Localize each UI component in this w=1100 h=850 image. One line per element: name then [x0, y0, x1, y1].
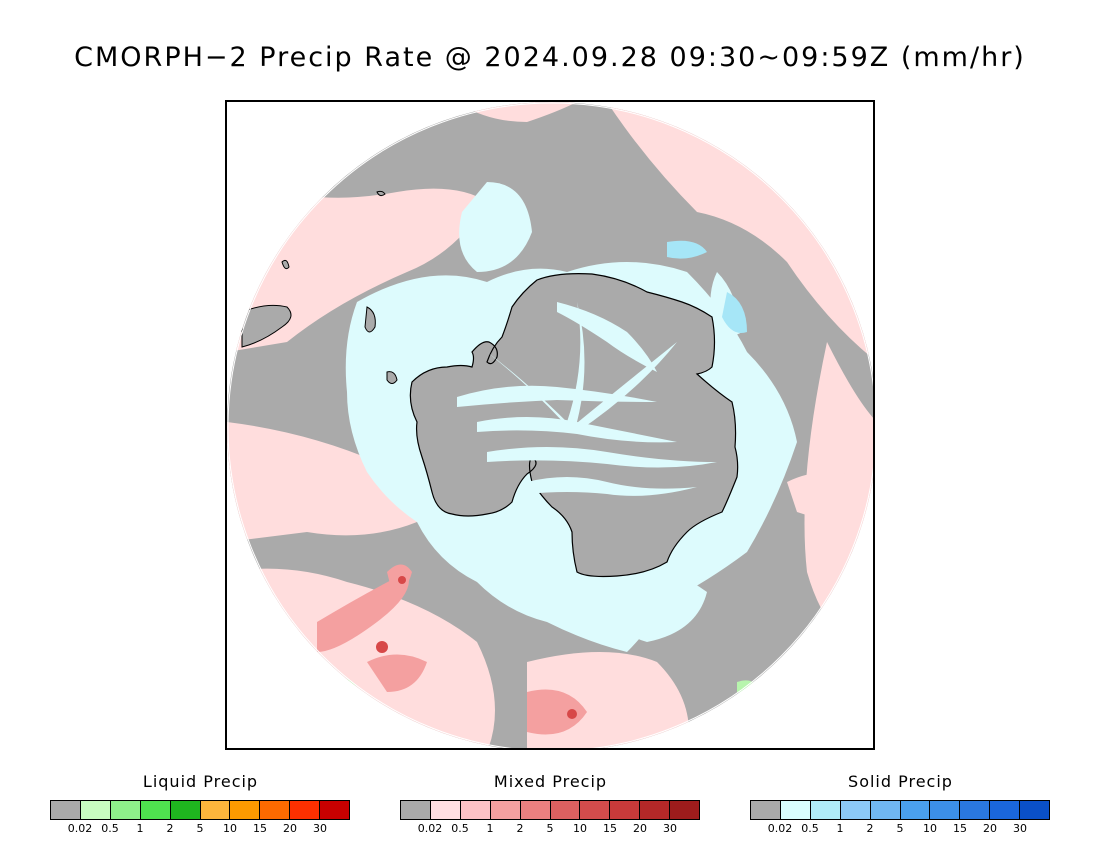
legend-tick-label: 10: [573, 822, 587, 835]
legend-swatch: [51, 801, 81, 819]
legend-title: Solid Precip: [848, 772, 953, 791]
legend-tick-label: 1: [136, 822, 144, 835]
legend-swatch: [550, 801, 581, 819]
legend-color-bar: [400, 800, 700, 820]
legend-ticks: 0.02 0.5 1 2 5 10 15 20 30: [50, 822, 350, 836]
legend-tick-label: 5: [546, 822, 554, 835]
legend-tick-label: 20: [283, 822, 297, 835]
disk-edge: [227, 102, 873, 748]
south-america-tip: [241, 304, 292, 348]
legend-swatch: [810, 801, 841, 819]
solid-precip-legend: Solid Precip 0.02 0.5 1 2 5 10 15 20 30: [750, 772, 1051, 842]
legend-tick-label: 10: [923, 822, 937, 835]
legend-swatch: [580, 801, 611, 819]
solid-precip-moderate-regions: [667, 240, 747, 333]
legend-tick-label: 0.02: [67, 822, 93, 835]
legend-tick-label: 20: [633, 822, 647, 835]
legend-swatch: [490, 801, 521, 819]
map-title: CMORPH−2 Precip Rate @ 2024.09.28 09:30~…: [74, 42, 1026, 73]
legend-swatch: [900, 801, 931, 819]
legend-swatch: [751, 801, 781, 819]
legend-swatch: [460, 801, 491, 819]
liquid-precip-legend: Liquid Precip 0.02 0.5 1 2 5 10 15 20 30: [50, 772, 351, 842]
coastline-islands: [241, 190, 398, 384]
legend-swatch: [780, 801, 811, 819]
legend-tick-label: 15: [953, 822, 967, 835]
legend-tick-label: 10: [223, 822, 237, 835]
precip-map: [225, 100, 875, 750]
island: [386, 371, 398, 384]
legend-tick-label: 0.5: [101, 822, 119, 835]
legend-swatch: [170, 801, 201, 819]
legend-swatch: [930, 801, 961, 819]
polar-precip-map: [227, 102, 873, 748]
legend-swatch: [640, 801, 671, 819]
legend-swatch: [870, 801, 901, 819]
legend-swatch: [230, 801, 261, 819]
legend-tick-label: 30: [1013, 822, 1027, 835]
legend-swatch: [401, 801, 431, 819]
legend-swatch: [840, 801, 871, 819]
legend-color-bar: [750, 800, 1050, 820]
legend-swatch: [430, 801, 461, 819]
legend-tick-label: 5: [896, 822, 904, 835]
legend-tick-label: 15: [603, 822, 617, 835]
legend-tick-label: 0.02: [417, 822, 443, 835]
legend-swatch: [110, 801, 141, 819]
legend-tick-label: 0.5: [801, 822, 819, 835]
legend-swatch: [960, 801, 991, 819]
legend-tick-label: 2: [166, 822, 174, 835]
legend-title: Mixed Precip: [493, 772, 608, 791]
legend-tick-label: 1: [836, 822, 844, 835]
legend-swatch: [610, 801, 641, 819]
legend-swatch: [80, 801, 111, 819]
legend-swatch: [1020, 801, 1050, 819]
legend-tick-label: 0.5: [451, 822, 469, 835]
antarctica-solid-precip-streaks: [457, 302, 717, 496]
island: [376, 190, 386, 197]
legend-swatch: [990, 801, 1021, 819]
legend-swatch: [260, 801, 291, 819]
legend-swatch: [320, 801, 350, 819]
map-disk: [227, 102, 873, 748]
island: [364, 306, 376, 333]
legend-tick-label: 1: [486, 822, 494, 835]
legend-tick-label: 0.02: [767, 822, 793, 835]
legend-ticks: 0.02 0.5 1 2 5 10 15 20 30: [750, 822, 1050, 836]
legend-tick-label: 15: [253, 822, 267, 835]
legend-tick-label: 30: [313, 822, 327, 835]
mixed-precip-heavy-spots: [376, 576, 577, 719]
legend-tick-label: 5: [196, 822, 204, 835]
antarctica-landmass: [409, 273, 739, 578]
legend-tick-label: 30: [663, 822, 677, 835]
legend-swatch: [670, 801, 700, 819]
legend-swatch: [200, 801, 231, 819]
mixed-precip-legend: Mixed Precip 0.02 0.5 1 2 5 10 15 20 30: [400, 772, 701, 842]
legend-swatch: [290, 801, 321, 819]
legend-ticks: 0.02 0.5 1 2 5 10 15 20 30: [400, 822, 700, 836]
legend-swatch: [140, 801, 171, 819]
legend-tick-label: 2: [866, 822, 874, 835]
legend-title: Liquid Precip: [142, 772, 259, 791]
island: [281, 259, 290, 270]
legend-tick-label: 20: [983, 822, 997, 835]
legend-swatch: [520, 801, 551, 819]
legend-color-bar: [50, 800, 350, 820]
legend-tick-label: 2: [516, 822, 524, 835]
